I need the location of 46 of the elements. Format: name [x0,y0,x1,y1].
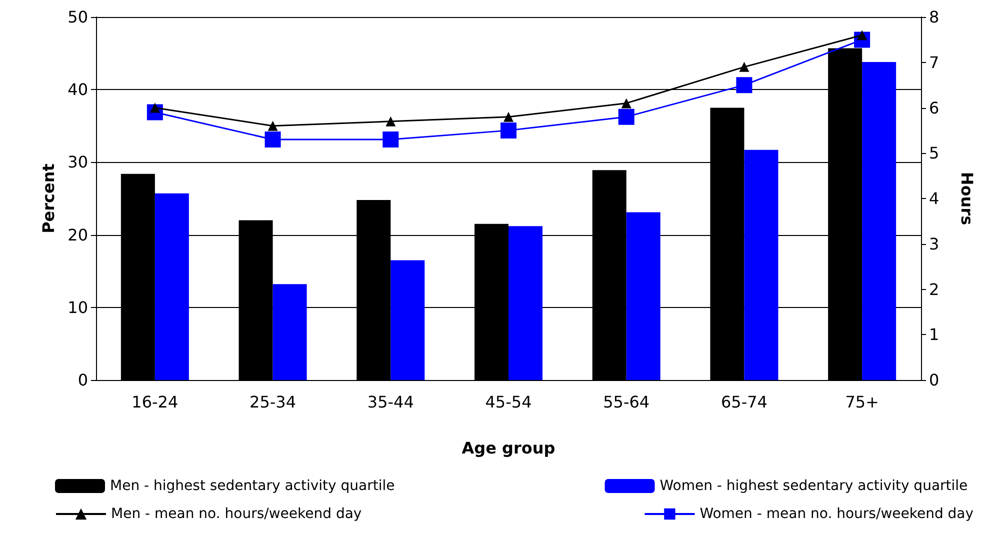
point [504,112,514,122]
bar [508,226,542,380]
legend-label: Men - highest sedentary activity quartile [110,478,395,494]
y2-tick-label: 7 [929,52,940,72]
y-tick-label: 10 [68,298,88,317]
point [621,98,632,108]
x-axis-title: Age group [462,438,556,458]
y-tick-label: 40 [68,80,88,100]
y2-tick-label: 8 [929,8,940,26]
point [386,116,396,126]
point [382,132,399,148]
point [618,108,634,125]
y2-tick-label: 4 [929,189,940,208]
x-tick-label: 35-44 [367,392,414,412]
point [500,122,516,138]
y-tick-label: 30 [68,152,88,172]
x-tick-label: 45-54 [485,392,532,412]
y2-tick-label: 0 [929,370,940,390]
bar [744,150,778,380]
y2-tick-label: 5 [929,144,940,163]
legend-label: Men - mean no. hours/weekend day [111,506,362,522]
point [736,77,752,94]
legend-label: Women - mean no. hours/weekend day [700,506,974,522]
y2-axis-title: Hours [958,172,976,226]
legend-label: Women - highest sedentary activity quartile [660,478,968,494]
bar [862,62,896,380]
point [268,120,278,131]
bar [390,260,425,380]
point [264,132,281,148]
x-tick-label: 16-24 [132,392,178,412]
x-tick-label: 65-74 [720,392,768,412]
bar [272,284,307,380]
y-axis-title: Percent [39,163,58,234]
y-tick-label: 0 [78,370,88,390]
x-tick-label: 55-64 [603,392,650,412]
bar [626,212,660,380]
y2-tick-label: 1 [929,325,940,344]
point [739,62,750,72]
y2-tick-label: 2 [929,280,940,299]
bar [154,193,189,380]
y2-tick-label: 6 [929,98,940,118]
x-tick-label: 25-34 [250,392,296,412]
y2-tick-label: 3 [929,234,940,254]
y-tick-label: 50 [68,8,88,26]
y-tick-label: 20 [68,225,88,244]
x-tick-label: 75+ [845,392,879,412]
